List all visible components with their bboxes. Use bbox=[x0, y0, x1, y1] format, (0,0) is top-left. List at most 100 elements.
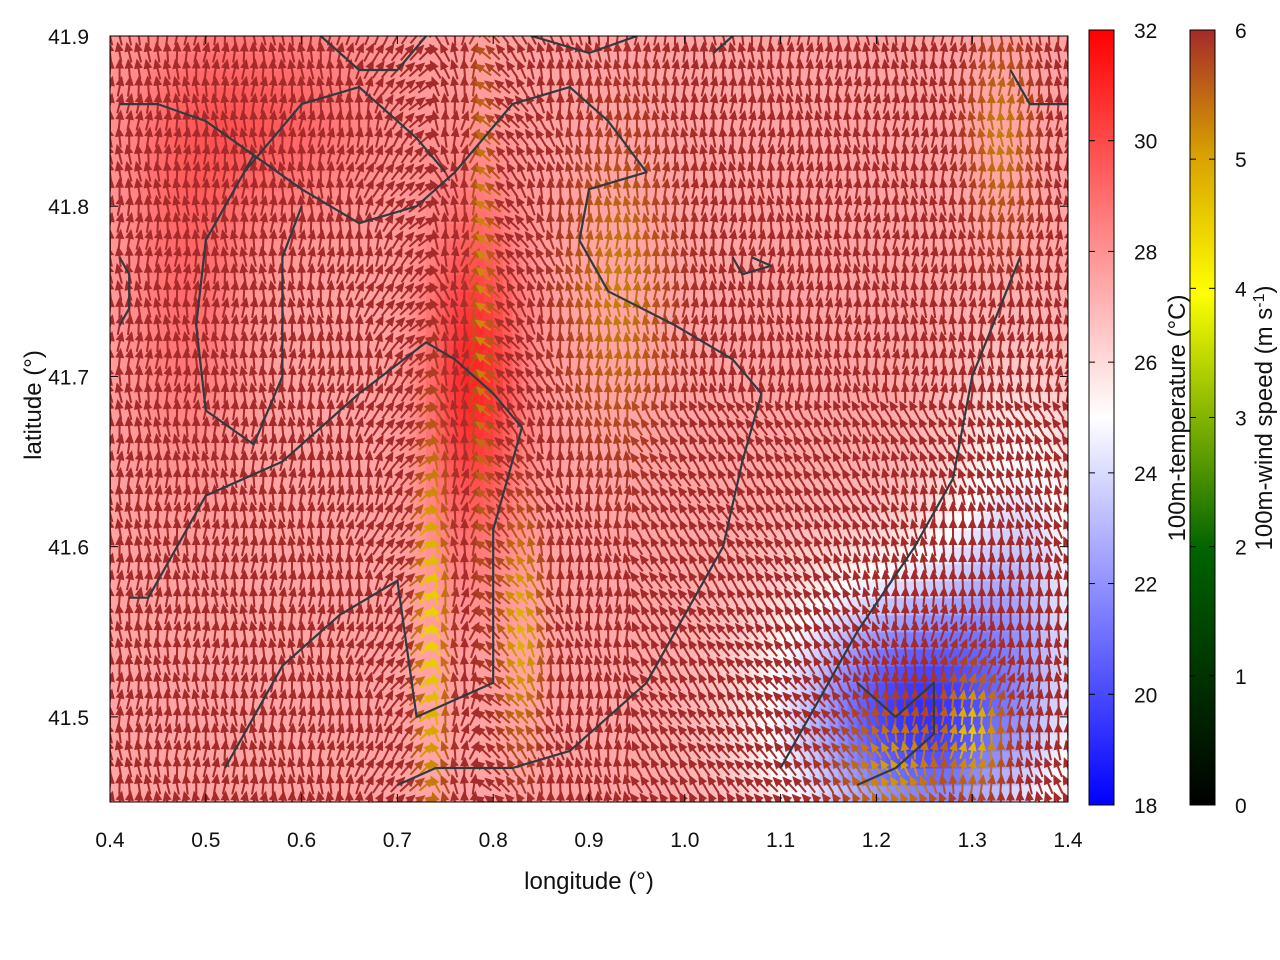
heatmap-cell bbox=[550, 631, 561, 650]
heatmap-cell bbox=[541, 393, 552, 412]
heatmap-cell bbox=[474, 427, 485, 446]
heatmap-cell bbox=[224, 563, 236, 582]
heatmap-cell bbox=[1010, 104, 1021, 122]
heatmap-cell bbox=[1010, 172, 1021, 190]
heatmap-cell bbox=[292, 495, 303, 514]
heatmap-cell bbox=[703, 138, 715, 156]
heatmap-cell bbox=[292, 444, 303, 463]
heatmap-cell bbox=[397, 36, 408, 54]
heatmap-cell bbox=[282, 682, 293, 701]
heatmap-cell bbox=[320, 393, 331, 412]
heatmap-cell bbox=[397, 274, 408, 292]
heatmap-cell bbox=[1010, 274, 1021, 292]
heatmap-cell bbox=[157, 699, 169, 718]
heatmap-cell bbox=[828, 53, 839, 71]
heatmap-cell bbox=[177, 155, 188, 173]
heatmap-cell bbox=[234, 563, 245, 582]
heatmap-cell bbox=[368, 104, 379, 122]
heatmap-cell bbox=[512, 223, 523, 241]
heatmap-cell bbox=[435, 580, 446, 599]
heatmap-cell bbox=[426, 87, 437, 105]
heatmap-cell bbox=[521, 274, 533, 292]
heatmap-cell bbox=[196, 631, 207, 650]
heatmap-cell bbox=[541, 104, 552, 122]
heatmap-cell bbox=[205, 665, 216, 684]
heatmap-cell bbox=[263, 410, 274, 429]
heatmap-cell bbox=[857, 750, 868, 769]
heatmap-cell bbox=[962, 427, 973, 446]
heatmap-cell bbox=[972, 478, 983, 497]
heatmap-cell bbox=[847, 87, 858, 105]
heatmap-cell bbox=[119, 70, 130, 88]
heatmap-cell bbox=[1048, 495, 1060, 514]
heatmap-cell bbox=[665, 359, 676, 378]
heatmap-cell bbox=[186, 257, 197, 275]
heatmap-cell bbox=[790, 240, 801, 258]
heatmap-cell bbox=[799, 87, 810, 105]
heatmap-cell bbox=[1010, 444, 1021, 463]
heatmap-cell bbox=[703, 121, 715, 139]
heatmap-cell bbox=[234, 53, 245, 71]
heatmap-cell bbox=[1058, 614, 1068, 633]
heatmap-cell bbox=[933, 614, 945, 633]
heatmap-cell bbox=[818, 291, 830, 309]
heatmap-cell bbox=[818, 104, 830, 122]
heatmap-cell bbox=[713, 648, 724, 667]
heatmap-cell bbox=[732, 138, 743, 156]
heatmap-cell bbox=[579, 461, 590, 480]
heatmap-cell bbox=[981, 172, 992, 190]
heatmap-cell bbox=[129, 597, 140, 616]
heatmap-cell bbox=[339, 240, 351, 258]
heatmap-cell bbox=[723, 53, 734, 71]
heatmap-cell bbox=[512, 529, 523, 548]
heatmap-cell bbox=[780, 87, 791, 105]
heatmap-cell bbox=[205, 410, 216, 429]
heatmap-cell bbox=[406, 87, 418, 105]
heatmap-cell bbox=[905, 257, 916, 275]
heatmap-cell bbox=[129, 784, 140, 802]
heatmap-cell bbox=[502, 308, 513, 326]
heatmap-cell bbox=[1029, 155, 1040, 173]
heatmap-cell bbox=[646, 784, 657, 802]
heatmap-cell bbox=[636, 104, 648, 122]
heatmap-cell bbox=[1058, 546, 1068, 565]
heatmap-cell bbox=[1020, 376, 1031, 395]
heatmap-cell bbox=[311, 138, 322, 156]
heatmap-cell bbox=[196, 546, 207, 565]
heatmap-cell bbox=[1000, 512, 1012, 531]
heatmap-cell bbox=[617, 495, 628, 514]
heatmap-cell bbox=[512, 121, 523, 139]
heatmap-cell bbox=[349, 36, 360, 54]
heatmap-cell bbox=[771, 699, 782, 718]
heatmap-cell bbox=[905, 444, 916, 463]
heatmap-cell bbox=[119, 121, 130, 139]
heatmap-cell bbox=[828, 308, 839, 326]
heatmap-cell bbox=[579, 104, 590, 122]
heatmap-cell bbox=[656, 240, 667, 258]
heatmap-cell bbox=[780, 665, 791, 684]
heatmap-cell bbox=[263, 478, 274, 497]
heatmap-cell bbox=[167, 393, 178, 412]
heatmap-cell bbox=[454, 580, 466, 599]
heatmap-cell bbox=[962, 53, 973, 71]
heatmap-cell bbox=[129, 699, 140, 718]
heatmap-cell bbox=[866, 631, 877, 650]
heatmap-cell bbox=[445, 716, 456, 735]
heatmap-cell bbox=[311, 308, 322, 326]
heatmap-cell bbox=[799, 682, 810, 701]
heatmap-cell bbox=[742, 291, 753, 309]
heatmap-cell bbox=[617, 716, 628, 735]
heatmap-cell bbox=[301, 529, 312, 548]
heatmap-cell bbox=[435, 444, 446, 463]
heatmap-cell bbox=[339, 104, 351, 122]
heatmap-cell bbox=[589, 138, 600, 156]
heatmap-cell bbox=[799, 36, 810, 54]
heatmap-cell bbox=[991, 36, 1002, 54]
heatmap-cell bbox=[924, 291, 935, 309]
heatmap-cell bbox=[445, 87, 456, 105]
heatmap-cell bbox=[799, 70, 810, 88]
heatmap-cell bbox=[972, 784, 983, 802]
heatmap-cell bbox=[129, 461, 140, 480]
heatmap-cell bbox=[167, 359, 178, 378]
heatmap-cell bbox=[981, 665, 992, 684]
